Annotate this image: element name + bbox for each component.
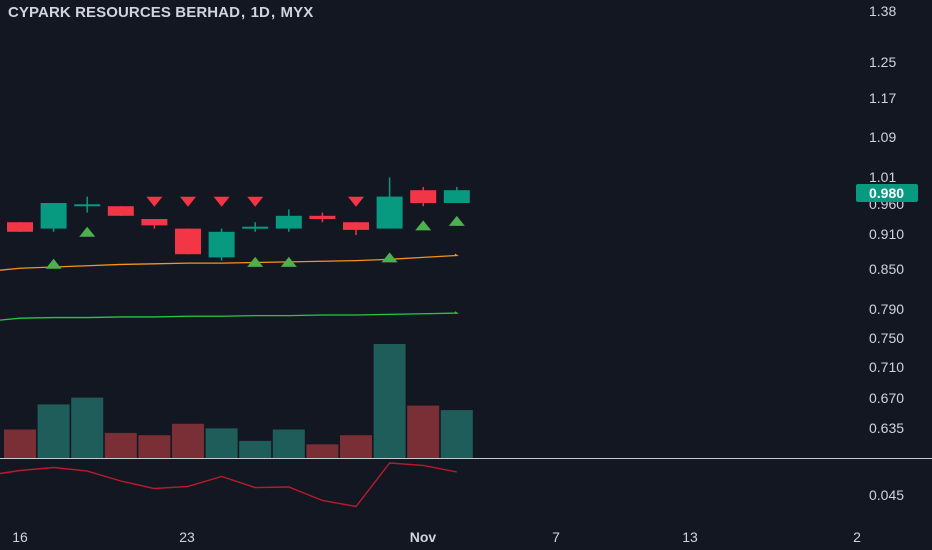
volume-bar bbox=[373, 344, 406, 458]
volume-bar bbox=[440, 410, 473, 458]
volume-bar bbox=[239, 440, 272, 458]
time-tick-label: 7 bbox=[552, 529, 560, 545]
price-tick-label: 0.790 bbox=[869, 301, 904, 317]
candle-body bbox=[309, 215, 336, 219]
candle-body bbox=[242, 226, 269, 229]
candle-body bbox=[7, 222, 33, 232]
buy-signal-marker bbox=[45, 258, 62, 269]
volume-bar bbox=[37, 404, 70, 458]
candle-body bbox=[376, 196, 403, 229]
candle-body bbox=[443, 190, 470, 203]
candle-body bbox=[275, 215, 302, 229]
candle-body bbox=[410, 190, 437, 203]
buy-signal-marker bbox=[448, 215, 465, 226]
oscillator-line bbox=[0, 462, 457, 508]
price-tick-label: 0.635 bbox=[869, 420, 904, 436]
price-tick-label: 0.045 bbox=[869, 487, 904, 503]
buy-signal-marker bbox=[247, 256, 264, 267]
moving-averages bbox=[0, 253, 459, 321]
symbol-name: CYPARK RESOURCES BERHAD bbox=[8, 4, 241, 21]
time-tick-label: 16 bbox=[12, 529, 28, 545]
volume-bar bbox=[71, 397, 104, 458]
buy-signal-marker bbox=[415, 220, 432, 231]
volume-bar bbox=[138, 435, 171, 458]
volume-bar bbox=[205, 428, 238, 458]
candlestick-series bbox=[7, 177, 470, 261]
price-tick-label: 1.17 bbox=[869, 90, 896, 106]
sell-signal-marker bbox=[247, 196, 264, 207]
volume-bar bbox=[306, 444, 339, 458]
candle-body bbox=[40, 203, 67, 229]
ma-slow-line bbox=[0, 311, 459, 321]
exchange-label: MYX bbox=[280, 4, 314, 21]
buy-signal-marker bbox=[280, 256, 297, 267]
volume-bar bbox=[172, 423, 204, 458]
oscillator-pane bbox=[0, 462, 457, 508]
last-price-badge bbox=[856, 184, 918, 202]
sell-signal-marker bbox=[213, 196, 230, 207]
time-tick-label: 23 bbox=[179, 529, 195, 545]
candle-body bbox=[208, 231, 235, 258]
chart-title: CYPARK RESOURCES BERHAD, 1D, MYX bbox=[8, 4, 314, 21]
price-tick-label: 0.910 bbox=[869, 226, 904, 242]
price-tick-label: 0.850 bbox=[869, 261, 904, 277]
price-tick-label: 1.38 bbox=[869, 3, 896, 19]
volume-bar bbox=[407, 405, 440, 458]
price-tick-label: 1.01 bbox=[869, 169, 896, 185]
candle-body bbox=[343, 222, 369, 230]
ma-fast-line bbox=[0, 253, 459, 271]
time-tick-label: 13 bbox=[682, 529, 698, 545]
sell-signal-marker bbox=[348, 196, 364, 207]
volume-bar bbox=[340, 435, 372, 458]
candle-body bbox=[107, 206, 134, 216]
price-tick-label: 1.09 bbox=[869, 129, 896, 145]
candle-body bbox=[175, 228, 201, 255]
time-tick-label: Nov bbox=[410, 529, 437, 545]
volume-pane bbox=[0, 344, 932, 459]
last-price-label: 0.980 bbox=[869, 185, 904, 201]
volume-bar bbox=[104, 432, 137, 458]
interval-label: 1D bbox=[250, 4, 270, 21]
buy-signal-marker bbox=[381, 252, 398, 263]
price-tick-label: 0.750 bbox=[869, 330, 904, 346]
candle-body bbox=[141, 219, 168, 226]
volume-bar bbox=[4, 429, 36, 458]
signal-markers bbox=[45, 196, 465, 269]
sell-signal-marker bbox=[180, 196, 196, 207]
buy-signal-marker bbox=[79, 226, 96, 237]
sell-signal-marker bbox=[146, 196, 163, 207]
time-tick-label: 2 bbox=[853, 529, 861, 545]
time-axis[interactable]: 16 23 Nov 7 13 2 bbox=[12, 529, 861, 545]
price-tick-label: 1.25 bbox=[869, 54, 896, 70]
price-tick-label: 0.670 bbox=[869, 390, 904, 406]
price-tick-label: 0.710 bbox=[869, 359, 904, 375]
volume-bar bbox=[272, 429, 305, 458]
price-axis[interactable]: 1.381.251.171.091.010.9600.9100.8500.790… bbox=[856, 3, 918, 503]
candle-body bbox=[74, 204, 101, 207]
